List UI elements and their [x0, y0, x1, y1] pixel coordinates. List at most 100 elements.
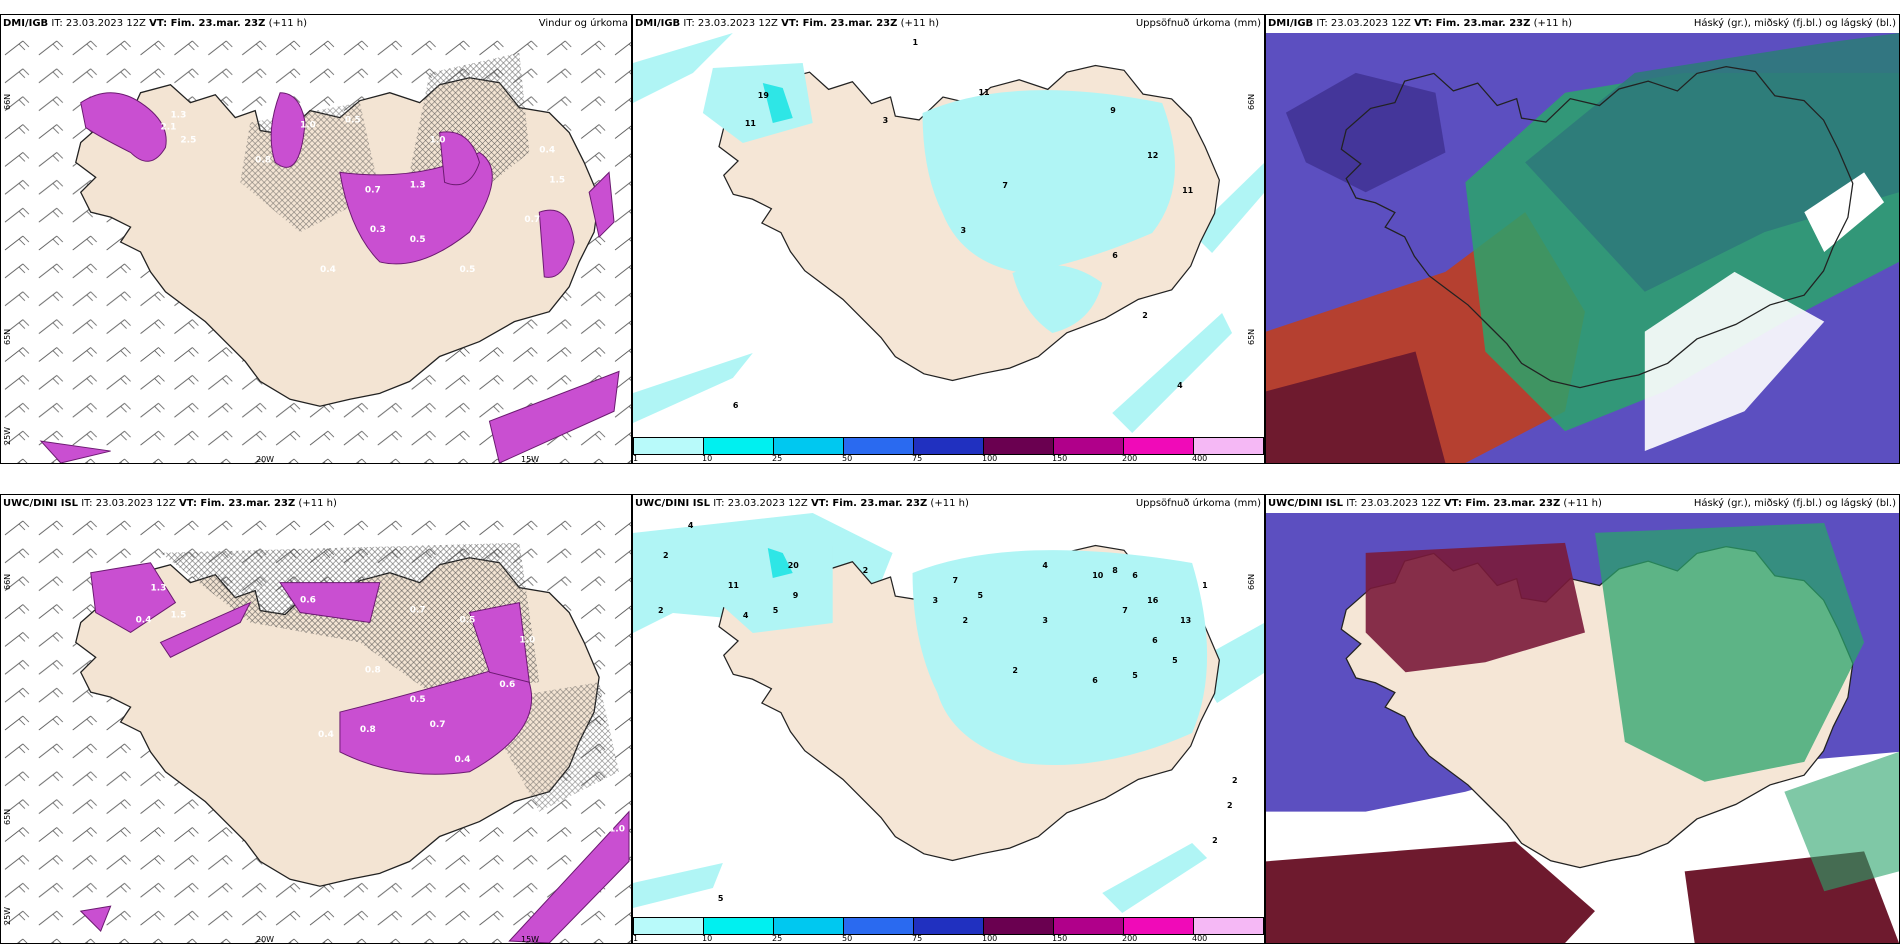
- panel-header: DMI/IGB IT: 23.03.2023 12Z VT: Fim. 23.m…: [1, 15, 631, 33]
- colorbar-label: 100: [982, 934, 998, 943]
- value-label: 1.3: [151, 584, 167, 594]
- value-label: 5: [773, 606, 779, 615]
- value-label: 4: [1042, 561, 1048, 570]
- vt-label: VT: Fim. 23.mar. 23Z: [1414, 18, 1531, 29]
- colorbar-labels: 1 10 25 50 75 100 150 200 400: [633, 934, 1264, 943]
- value-label: 0.8: [360, 725, 376, 735]
- it-value: 23.03.2023 12Z: [697, 18, 778, 29]
- colorbar-swatch: [984, 438, 1054, 454]
- value-label: 0.7: [524, 215, 540, 225]
- map-area[interactable]: 4 2 2 20 11 9 5 4 2 3 2 7 5 4 10 8 6 7 1…: [633, 513, 1264, 913]
- colorbar-label: 75: [912, 934, 923, 943]
- value-label: 0.7: [410, 606, 426, 616]
- colorbar-label: 150: [1052, 934, 1068, 943]
- value-label: 0.4: [318, 730, 334, 740]
- vt-label: VT: Fim. 23.mar. 23Z: [1443, 498, 1561, 509]
- value-label: 13: [1180, 616, 1191, 625]
- lead-time: (+11 h): [268, 18, 308, 29]
- value-label: 1.0: [300, 121, 316, 131]
- value-label: 11: [1182, 186, 1193, 195]
- colorbar-label: 100: [982, 454, 998, 463]
- value-label: 2: [1012, 666, 1018, 675]
- value-label: 6: [1152, 636, 1158, 645]
- colorbar-swatch: [914, 918, 984, 934]
- value-label: 2: [863, 566, 869, 575]
- vt-label: VT: Fim. 23.mar. 23Z: [781, 18, 898, 29]
- value-label: 0.4: [539, 145, 555, 155]
- panel-header: DMI/IGB IT: 23.03.2023 12Z VT: Fim. 23.m…: [1266, 15, 1899, 33]
- value-label: 11: [745, 119, 756, 128]
- map-area[interactable]: 1.3 0.4 1.5 0.6 0.5 0.7 0.4 0.8 0.5 0.4 …: [1, 513, 631, 943]
- longitude-label: 20W: [256, 455, 275, 464]
- value-label: 1.5: [170, 611, 186, 621]
- value-label: 0.5: [460, 615, 476, 625]
- latitude-label: 66N: [1247, 93, 1256, 110]
- longitude-label: 15W: [521, 935, 540, 944]
- map-area[interactable]: [1266, 33, 1899, 463]
- it-value: 23.03.2023 12Z: [1330, 18, 1411, 29]
- latitude-label: 66N: [1247, 573, 1256, 590]
- colorbar-label: 10: [702, 934, 713, 943]
- colorbar-swatch: [1054, 918, 1124, 934]
- value-label: 1: [913, 38, 919, 47]
- value-label: 0.7: [365, 185, 381, 195]
- it-label: IT:: [713, 498, 725, 509]
- it-value: 23.03.2023 12Z: [727, 498, 808, 509]
- colorbar-swatch: [633, 918, 704, 934]
- colorbar-swatch: [1194, 438, 1264, 454]
- it-label: IT:: [51, 18, 63, 29]
- colorbar-label: 10: [702, 454, 713, 463]
- value-label: 3: [883, 116, 889, 125]
- model-name: DMI/IGB: [1268, 18, 1314, 29]
- latitude-label: 65N: [3, 328, 12, 345]
- panel-header: UWC/DINI ISL IT: 23.03.2023 12Z VT: Fim.…: [1, 495, 631, 513]
- panel-header: DMI/IGB IT: 23.03.2023 12Z VT: Fim. 23.m…: [633, 15, 1264, 33]
- value-label: 0.4: [455, 755, 471, 765]
- value-label: 5: [1172, 656, 1178, 665]
- map-area[interactable]: 2.1 2.5 0.8 1.0 0.7 1.3 0.3 0.5 1.5 0.7 …: [1, 33, 631, 463]
- panel-title: Háský (gr.), miðský (fj.bl.) og lágský (…: [1693, 498, 1896, 509]
- it-label: IT:: [81, 498, 93, 509]
- map-area[interactable]: 1 19 11 3 11 9 7 12 11 3 6 2 4 6: [633, 33, 1264, 433]
- it-value: 23.03.2023 12Z: [1360, 498, 1441, 509]
- value-label: 0.5: [410, 235, 426, 245]
- value-label: 16: [1147, 596, 1159, 605]
- value-label: 8: [1112, 566, 1118, 575]
- model-name: UWC/DINI ISL: [3, 498, 79, 509]
- value-label: 2: [962, 616, 968, 625]
- colorbar-swatch: [704, 918, 774, 934]
- panel-header: UWC/DINI ISL IT: 23.03.2023 12Z VT: Fim.…: [633, 495, 1264, 513]
- colorbar-label: 150: [1052, 454, 1068, 463]
- value-label: 5: [718, 894, 724, 903]
- panel-dmi-clouds: DMI/IGB IT: 23.03.2023 12Z VT: Fim. 23.m…: [1265, 14, 1900, 464]
- longitude-label: 15W: [521, 455, 540, 464]
- colorbar-swatch: [633, 438, 704, 454]
- colorbar-labels: 1 10 25 50 75 100 150 200 400: [633, 454, 1264, 463]
- map-area[interactable]: [1266, 513, 1899, 943]
- lead-time: (+11 h): [900, 18, 940, 29]
- panel-dmi-precip: DMI/IGB IT: 23.03.2023 12Z VT: Fim. 23.m…: [632, 14, 1265, 464]
- value-label: 9: [1110, 106, 1116, 115]
- value-label: 1.5: [549, 175, 565, 185]
- colorbar-label: 50: [842, 454, 853, 463]
- it-label: IT:: [1346, 498, 1358, 509]
- value-label: 1.0: [430, 135, 446, 145]
- value-label: 2: [1232, 776, 1238, 785]
- colorbar-label: 200: [1122, 454, 1138, 463]
- value-label: 2.1: [160, 123, 176, 133]
- colorbar-swatches: [633, 917, 1264, 935]
- model-name: DMI/IGB: [3, 18, 49, 29]
- value-label: 2: [1142, 311, 1148, 320]
- panel-dmi-wind: DMI/IGB IT: 23.03.2023 12Z VT: Fim. 23.m…: [0, 14, 632, 464]
- value-label: 2: [1212, 836, 1218, 845]
- colorbar-label: 25: [772, 934, 783, 943]
- value-label: 2: [658, 606, 664, 615]
- model-name: UWC/DINI ISL: [1268, 498, 1344, 509]
- value-label: 0.8: [365, 665, 381, 675]
- panel-title: Uppsöfnuð úrkoma (mm): [1135, 18, 1261, 29]
- value-label: 2: [663, 551, 669, 560]
- value-label: 0.6: [499, 680, 515, 690]
- colorbar-swatch: [774, 438, 844, 454]
- value-label: 10: [1092, 571, 1104, 580]
- value-label: 6: [1132, 571, 1138, 580]
